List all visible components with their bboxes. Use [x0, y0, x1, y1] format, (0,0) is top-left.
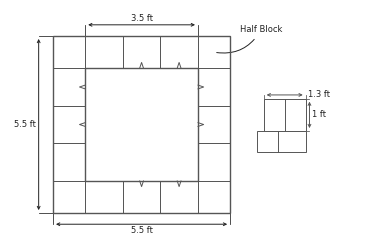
Bar [123, 181, 160, 213]
Text: 3.5 ft: 3.5 ft [131, 13, 152, 23]
Bar [53, 106, 85, 143]
Text: 5.5 ft: 5.5 ft [14, 120, 36, 129]
Bar [85, 36, 123, 68]
Bar [53, 36, 85, 68]
Bar [123, 36, 160, 68]
Bar [264, 99, 306, 131]
Text: Half Block: Half Block [217, 26, 282, 53]
Text: 5.5 ft: 5.5 ft [131, 227, 152, 235]
Bar [198, 68, 230, 106]
Text: 1.3 ft: 1.3 ft [308, 90, 330, 100]
Bar [198, 143, 230, 181]
Bar [85, 181, 123, 213]
Bar [198, 181, 230, 213]
Bar [198, 106, 230, 143]
Bar [53, 143, 85, 181]
Bar [85, 68, 198, 181]
Bar [198, 36, 230, 68]
Bar [160, 181, 198, 213]
Bar [53, 181, 85, 213]
Bar [160, 36, 198, 68]
Bar [53, 36, 230, 213]
Bar [53, 68, 85, 106]
Bar [258, 131, 306, 152]
Text: 1 ft: 1 ft [312, 110, 326, 119]
